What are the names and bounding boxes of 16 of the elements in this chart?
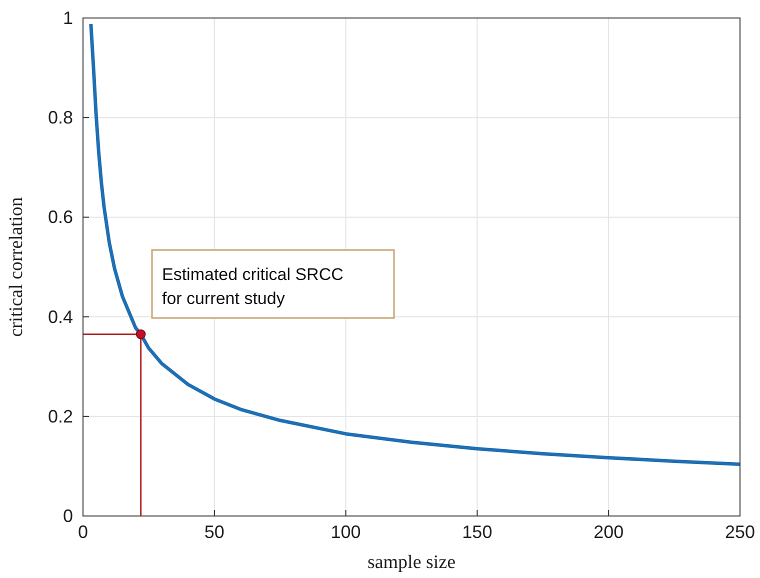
y-tick-label: 0.4 — [48, 306, 73, 327]
y-tick-label: 0.6 — [48, 207, 73, 228]
y-axis-title: critical correlation — [6, 196, 27, 337]
y-tick-label: 1 — [62, 8, 73, 28]
y-tick-label: 0.8 — [48, 108, 73, 128]
x-tick-label: 250 — [724, 522, 756, 542]
y-tick-label: 0.2 — [48, 406, 73, 426]
x-tick-label: 200 — [594, 522, 624, 542]
x-tick-label: 150 — [462, 522, 492, 542]
x-tick-label: 100 — [330, 522, 361, 542]
annotation: Estimated critical SRCC for current study — [162, 265, 344, 308]
x-tick-label: 50 — [204, 522, 224, 542]
x-tick-label: 0 — [78, 522, 88, 542]
x-axis-title: sample size — [367, 552, 456, 573]
line-series — [89, 22, 742, 466]
y-tick-label: 0 — [62, 506, 73, 526]
